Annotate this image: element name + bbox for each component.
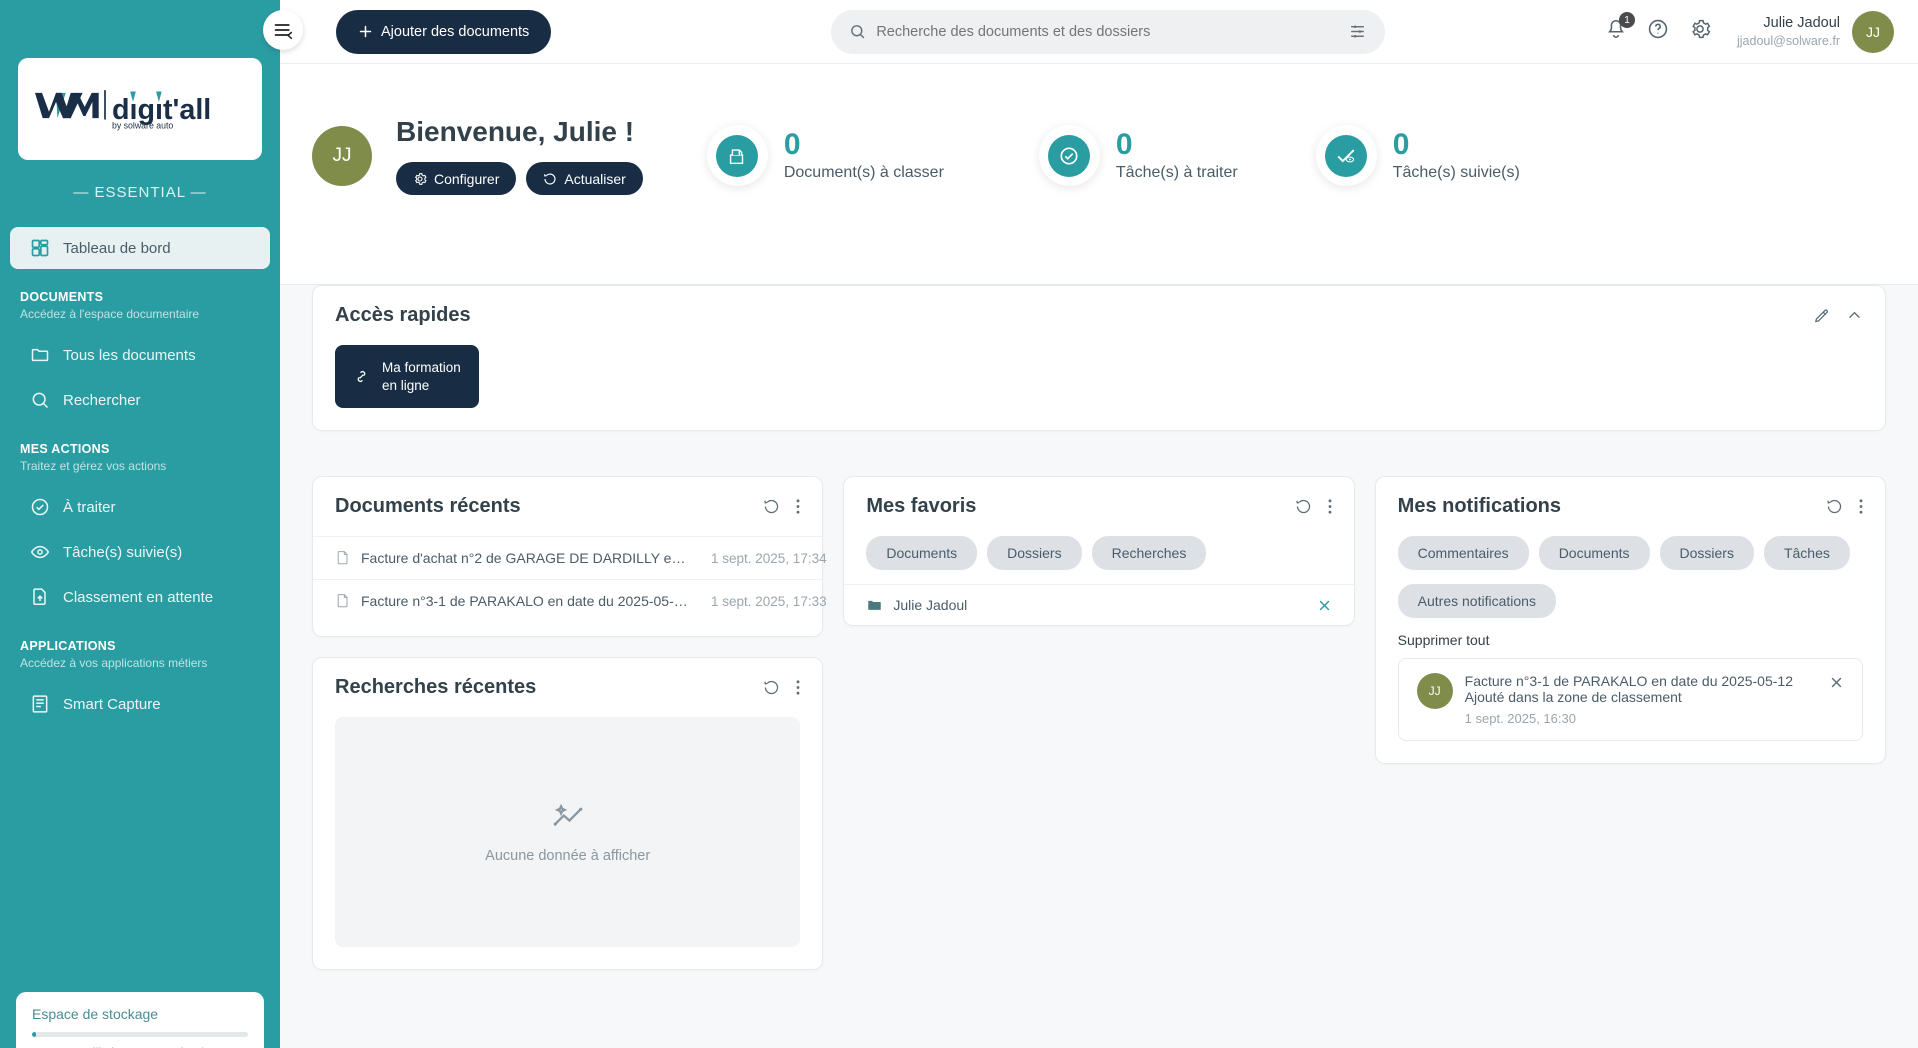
svg-text:by solware auto: by solware auto — [112, 121, 173, 131]
